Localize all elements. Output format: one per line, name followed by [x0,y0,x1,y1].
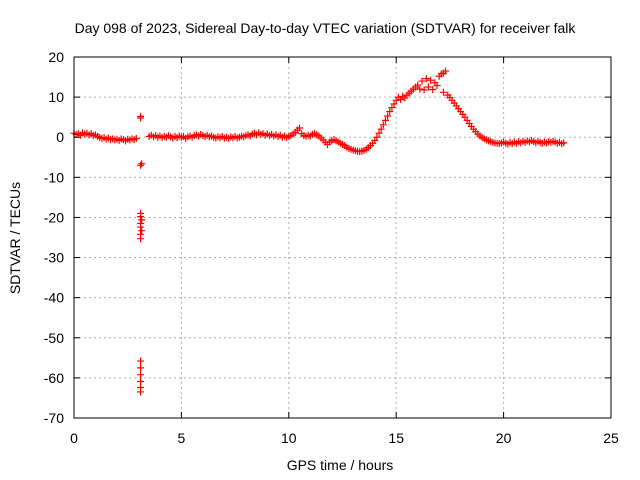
x-tick-label: 20 [496,430,512,446]
data-point [137,371,145,379]
x-axis-label: GPS time / hours [287,457,394,473]
y-tick-label: -30 [44,250,64,266]
data-point [137,235,145,243]
y-tick-label: -40 [44,290,64,306]
y-tick-label: 0 [56,129,64,145]
data-point [137,223,145,231]
data-point [384,112,392,120]
data-point [388,104,396,112]
chart-title: Day 098 of 2023, Sidereal Day-to-day VTE… [75,20,577,36]
data-point [420,86,428,94]
x-tick-label: 0 [70,430,78,446]
data-point [138,160,146,168]
data-point [442,67,450,75]
data-point [418,77,426,85]
y-tick-label: 10 [48,89,64,105]
data-points [70,67,568,396]
data-point [381,116,389,124]
y-tick-label: -50 [44,330,64,346]
data-point [137,364,145,372]
grid-lines [74,57,611,418]
plot-frame [73,56,612,419]
x-tick-label: 25 [603,430,619,446]
data-point [377,125,385,133]
data-point [439,88,447,96]
tick-labels: 0 5 10 15 20 25 -70 -60 -50 -40 -30 -20 -10 0 10 20 [44,49,619,446]
data-point [390,100,398,108]
data-point [137,357,145,365]
y-tick-label: -70 [44,410,64,426]
data-point [137,377,145,385]
data-point [429,85,437,93]
data-point [373,133,381,141]
axis-ticks [73,56,612,419]
data-point [137,388,145,396]
y-axis-label: SDTVAR / TECUs [7,182,23,294]
data-point [422,75,430,83]
data-point [416,85,424,93]
data-point [137,161,145,169]
x-tick-label: 10 [281,430,297,446]
data-point [424,83,432,91]
data-point [414,81,422,89]
data-point [427,76,435,84]
data-point [137,114,145,122]
data-point [379,121,387,129]
data-point [137,213,145,221]
y-tick-label: -60 [44,370,64,386]
y-tick-label: -10 [44,169,64,185]
data-point [132,134,140,142]
data-point [375,129,383,137]
y-tick-label: 20 [48,49,64,65]
data-point [560,139,568,147]
x-tick-label: 5 [178,430,186,446]
data-point [138,227,146,235]
data-point [296,124,304,132]
data-point [386,108,394,116]
y-tick-label: -20 [44,209,64,225]
x-tick-label: 15 [388,430,404,446]
data-point [138,216,146,224]
data-point [433,81,441,89]
